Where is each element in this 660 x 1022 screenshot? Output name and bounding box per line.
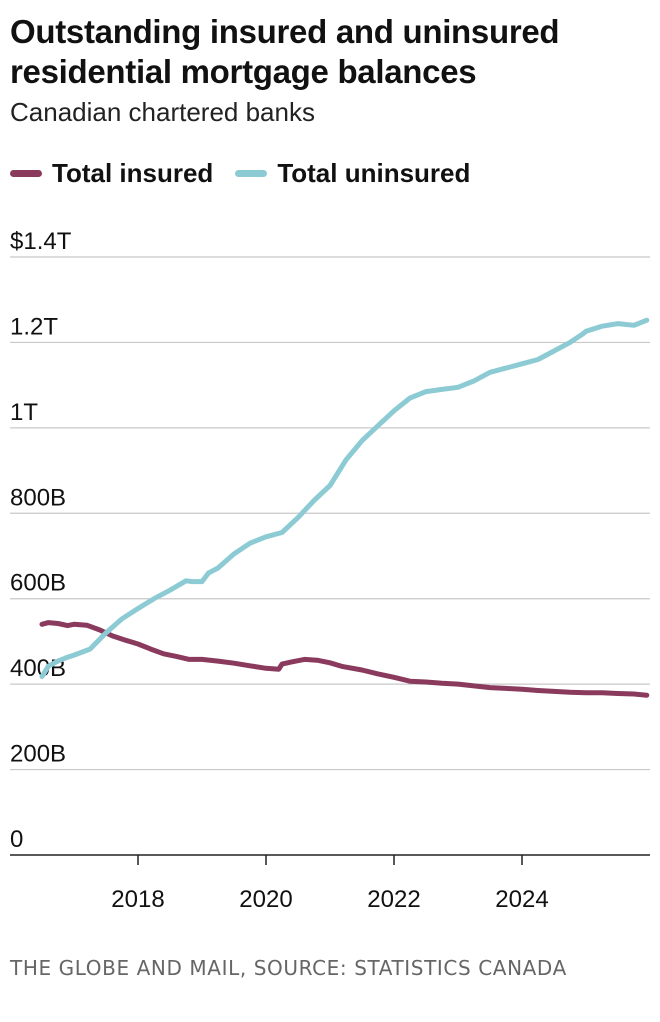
y-tick-label: 800B <box>10 484 66 511</box>
y-tick-label: 1T <box>10 399 38 426</box>
y-tick-label: 200B <box>10 741 66 768</box>
x-tick-label: 2020 <box>239 886 292 913</box>
y-tick-label: $1.4T <box>10 228 72 255</box>
series-lines <box>39 317 650 698</box>
chart-subtitle: Canadian chartered banks <box>10 97 315 127</box>
legend-item-insured: Total insured <box>10 156 213 190</box>
legend-swatch-insured <box>10 169 42 177</box>
grid-lines <box>10 256 650 771</box>
x-tick-label: 2018 <box>111 886 164 913</box>
y-tick-label: 1.2T <box>10 313 58 340</box>
series-line-total-insured <box>39 620 650 698</box>
legend-item-uninsured: Total uninsured <box>235 156 470 190</box>
y-tick-label: 600B <box>10 570 66 597</box>
legend-label-insured: Total insured <box>52 158 214 188</box>
y-tick-label: 0 <box>10 826 23 853</box>
legend-swatch-uninsured <box>235 169 268 177</box>
source-note: THE GLOBE AND MAIL, SOURCE: STATISTICS C… <box>10 956 567 980</box>
legend-label-uninsured: Total uninsured <box>277 158 471 188</box>
x-axis: 2018 2020 2022 2024 <box>10 854 650 913</box>
x-tick-label: 2024 <box>495 886 548 913</box>
x-tick-label: 2022 <box>367 886 420 913</box>
series-line-total-uninsured <box>39 317 650 679</box>
chart-title: Outstanding insured and uninsured reside… <box>10 13 560 90</box>
chart-legend: Total insured Total uninsured <box>10 156 470 190</box>
